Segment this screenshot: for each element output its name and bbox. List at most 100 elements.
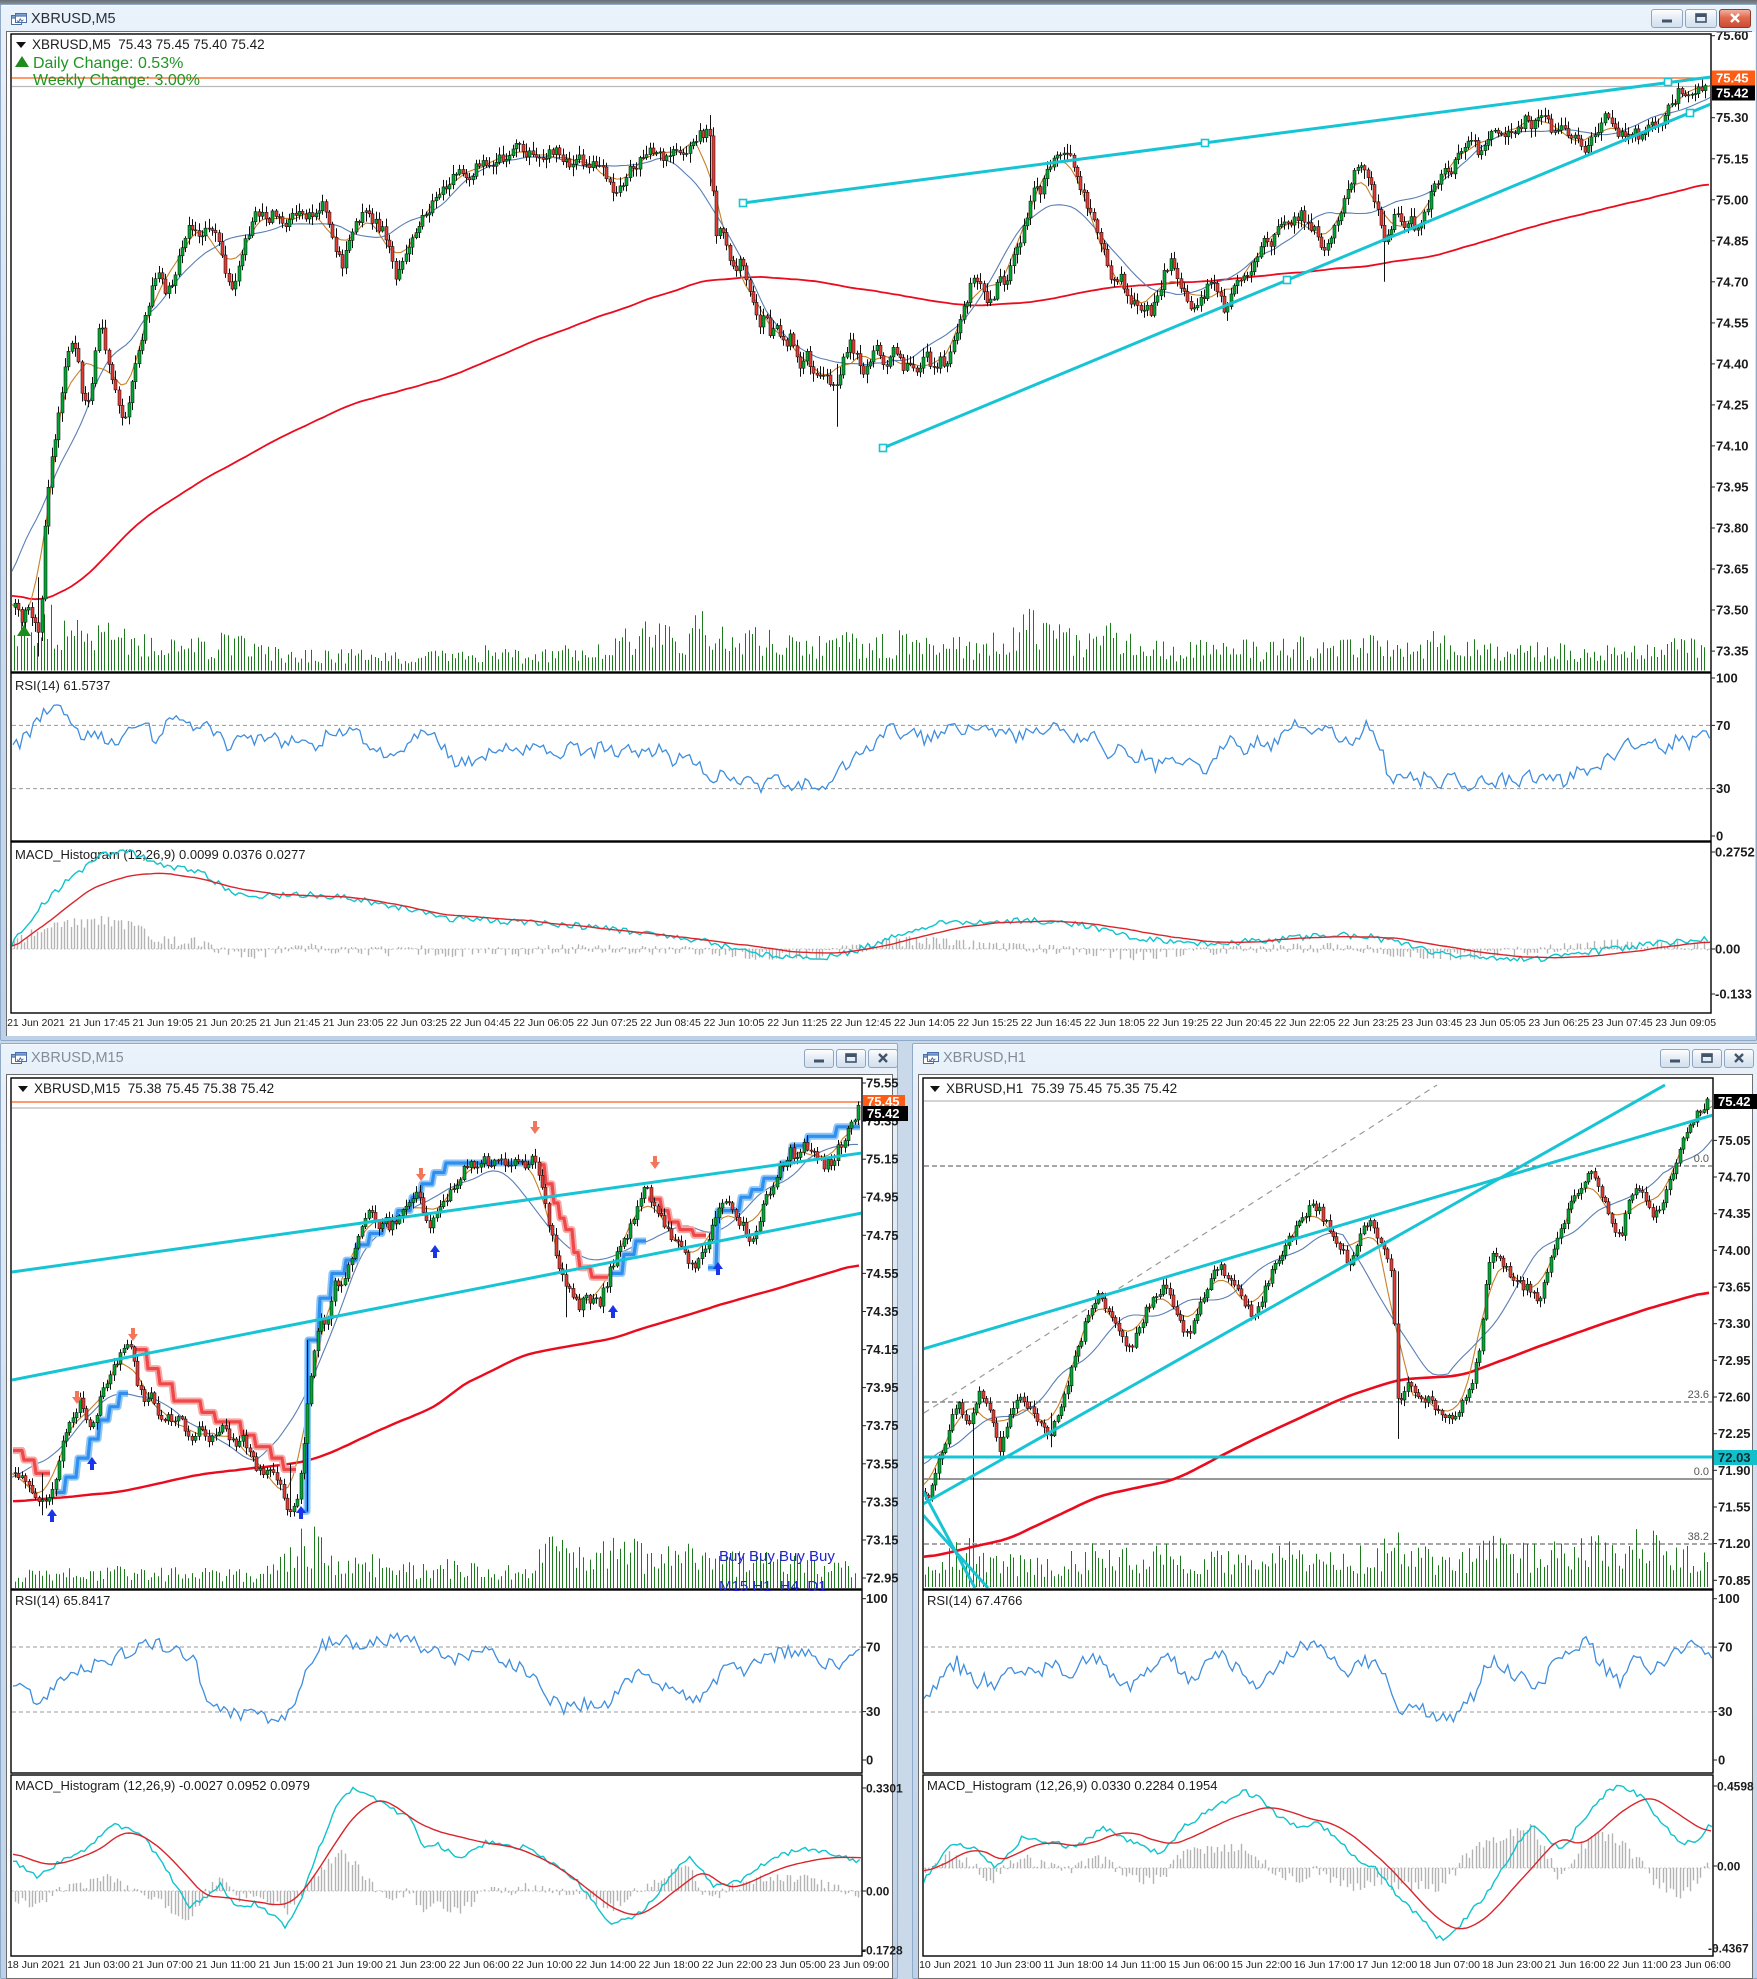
svg-text:RSI(14) 65.8417: RSI(14) 65.8417 [15,1593,110,1608]
svg-text:22 Jun 18:00: 22 Jun 18:00 [639,1959,700,1971]
svg-text:30: 30 [866,1704,880,1719]
svg-text:73.50: 73.50 [1716,603,1749,618]
svg-text:23 Jun 05:00: 23 Jun 05:00 [765,1959,826,1971]
svg-text:74.15: 74.15 [866,1342,899,1357]
svg-text:18 Jun 07:00: 18 Jun 07:00 [1419,1959,1480,1971]
svg-text:74.70: 74.70 [1718,1170,1751,1185]
svg-text:73.95: 73.95 [866,1380,899,1395]
svg-text:38.2: 38.2 [1688,1531,1709,1543]
svg-text:18 Jun 2021: 18 Jun 2021 [7,1959,65,1971]
svg-text:22 Jun 22:00: 22 Jun 22:00 [702,1959,763,1971]
svg-text:21 Jun 20:25: 21 Jun 20:25 [196,1017,257,1029]
svg-text:22 Jun 11:00: 22 Jun 11:00 [1608,1959,1668,1971]
svg-text:MACD_Histogram (12,26,9) -0.00: MACD_Histogram (12,26,9) -0.0027 0.0952 … [15,1778,310,1793]
svg-text:100: 100 [1718,1591,1740,1606]
svg-text:22 Jun 10:00: 22 Jun 10:00 [512,1959,573,1971]
svg-text:72.03: 72.03 [1718,1450,1751,1465]
svg-text:23.6: 23.6 [1688,1389,1709,1401]
svg-text:70.85: 70.85 [1718,1573,1751,1588]
svg-text:XBRUSD,M15 75.38 75.45 75.38: XBRUSD,M15 75.38 75.45 75.38 75.42 [34,1081,274,1096]
svg-text:17 Jun 12:00: 17 Jun 12:00 [1357,1959,1418,1971]
svg-text:71.20: 71.20 [1718,1536,1751,1551]
svg-text:22 Jun 20:45: 22 Jun 20:45 [1211,1017,1272,1029]
svg-text:XBRUSD,M5 75.43 75.45 75.40 7: XBRUSD,M5 75.43 75.45 75.40 75.42 [32,37,265,52]
svg-text:-0.4367: -0.4367 [1708,1942,1749,1956]
svg-text:22 Jun 07:25: 22 Jun 07:25 [577,1017,638,1029]
svg-text:74.00: 74.00 [1718,1243,1751,1258]
svg-text:22 Jun 14:00: 22 Jun 14:00 [575,1959,636,1971]
svg-text:21 Jun 07:00: 21 Jun 07:00 [132,1959,193,1971]
svg-text:75.42: 75.42 [1716,86,1749,101]
svg-text:22 Jun 16:45: 22 Jun 16:45 [1021,1017,1082,1029]
svg-text:75.45: 75.45 [1716,71,1749,86]
svg-text:23 Jun 06:00: 23 Jun 06:00 [1670,1959,1731,1971]
svg-text:74.75: 74.75 [866,1228,899,1243]
svg-text:0.00: 0.00 [1715,942,1740,957]
svg-text:75.00: 75.00 [1716,192,1749,207]
svg-text:23 Jun 06:25: 23 Jun 06:25 [1528,1017,1589,1029]
svg-text:21 Jun 23:00: 21 Jun 23:00 [385,1959,446,1971]
svg-text:11 Jun 18:00: 11 Jun 18:00 [1043,1959,1103,1971]
svg-text:M15 H1 H4 D1: M15 H1 H4 D1 [719,1578,827,1595]
svg-text:14 Jun 11:00: 14 Jun 11:00 [1106,1959,1166,1971]
svg-text:23 Jun 05:05: 23 Jun 05:05 [1465,1017,1526,1029]
svg-text:72.95: 72.95 [866,1571,899,1586]
svg-text:0.0: 0.0 [1694,1466,1709,1478]
svg-text:-0.1728: -0.1728 [862,1944,903,1958]
svg-text:22 Jun 06:05: 22 Jun 06:05 [513,1017,574,1029]
svg-text:73.95: 73.95 [1716,480,1749,495]
svg-text:74.85: 74.85 [1716,233,1749,248]
svg-text:74.95: 74.95 [866,1190,899,1205]
svg-text:21 Jun 03:00: 21 Jun 03:00 [69,1959,130,1971]
svg-text:100: 100 [866,1591,888,1606]
svg-text:MACD_Histogram (12,26,9) 0.009: MACD_Histogram (12,26,9) 0.0099 0.0376 0… [15,847,306,862]
svg-text:73.30: 73.30 [1718,1316,1751,1331]
svg-text:74.35: 74.35 [1718,1206,1751,1221]
svg-text:21 Jun 19:05: 21 Jun 19:05 [133,1017,194,1029]
svg-text:30: 30 [1716,781,1730,796]
svg-text:22 Jun 22:05: 22 Jun 22:05 [1275,1017,1336,1029]
svg-text:23 Jun 09:05: 23 Jun 09:05 [1655,1017,1716,1029]
svg-text:75.42: 75.42 [867,1106,900,1121]
svg-text:73.35: 73.35 [1716,644,1749,659]
svg-text:72.60: 72.60 [1718,1390,1751,1405]
svg-text:22 Jun 08:45: 22 Jun 08:45 [640,1017,701,1029]
svg-text:73.65: 73.65 [1718,1280,1751,1295]
svg-text:0.2752: 0.2752 [1715,845,1755,860]
svg-text:21 Jun 2021: 21 Jun 2021 [7,1017,65,1029]
svg-text:0.3301: 0.3301 [866,1782,903,1796]
svg-text:21 Jun 15:00: 21 Jun 15:00 [259,1959,320,1971]
svg-text:21 Jun 16:00: 21 Jun 16:00 [1545,1959,1606,1971]
svg-text:23 Jun 09:00: 23 Jun 09:00 [829,1959,890,1971]
svg-text:23 Jun 03:45: 23 Jun 03:45 [1402,1017,1463,1029]
svg-text:0: 0 [1718,1753,1725,1768]
svg-text:22 Jun 18:05: 22 Jun 18:05 [1084,1017,1145,1029]
svg-text:74.55: 74.55 [866,1266,899,1281]
svg-text:22 Jun 06:00: 22 Jun 06:00 [449,1959,510,1971]
svg-text:100: 100 [1716,671,1738,686]
svg-text:75.05: 75.05 [1718,1133,1751,1148]
svg-text:75.15: 75.15 [1716,151,1749,166]
svg-text:75.60: 75.60 [1716,32,1749,43]
svg-text:16 Jun 17:00: 16 Jun 17:00 [1294,1959,1355,1971]
svg-text:72.95: 72.95 [1718,1353,1751,1368]
svg-text:70: 70 [1718,1640,1732,1655]
svg-text:74.35: 74.35 [866,1304,899,1319]
svg-text:75.15: 75.15 [866,1152,899,1167]
svg-text:RSI(14) 67.4766: RSI(14) 67.4766 [927,1593,1022,1608]
svg-text:73.55: 73.55 [866,1456,899,1471]
svg-text:-0.133: -0.133 [1715,987,1752,1002]
svg-text:75.55: 75.55 [866,1076,899,1091]
svg-text:74.10: 74.10 [1716,438,1749,453]
svg-text:73.65: 73.65 [1716,562,1749,577]
svg-text:22 Jun 04:45: 22 Jun 04:45 [450,1017,511,1029]
svg-text:18 Jun 23:00: 18 Jun 23:00 [1482,1959,1543,1971]
svg-text:MACD_Histogram (12,26,9) 0.033: MACD_Histogram (12,26,9) 0.0330 0.2284 0… [927,1778,1218,1793]
svg-text:73.35: 73.35 [866,1494,899,1509]
svg-text:Weekly Change: 3.00%: Weekly Change: 3.00% [33,72,200,89]
svg-text:22 Jun 12:45: 22 Jun 12:45 [831,1017,892,1029]
svg-text:0.00: 0.00 [866,1885,890,1899]
svg-text:75.30: 75.30 [1716,110,1749,125]
svg-text:21 Jun 21:45: 21 Jun 21:45 [259,1017,320,1029]
svg-text:0: 0 [866,1753,873,1768]
